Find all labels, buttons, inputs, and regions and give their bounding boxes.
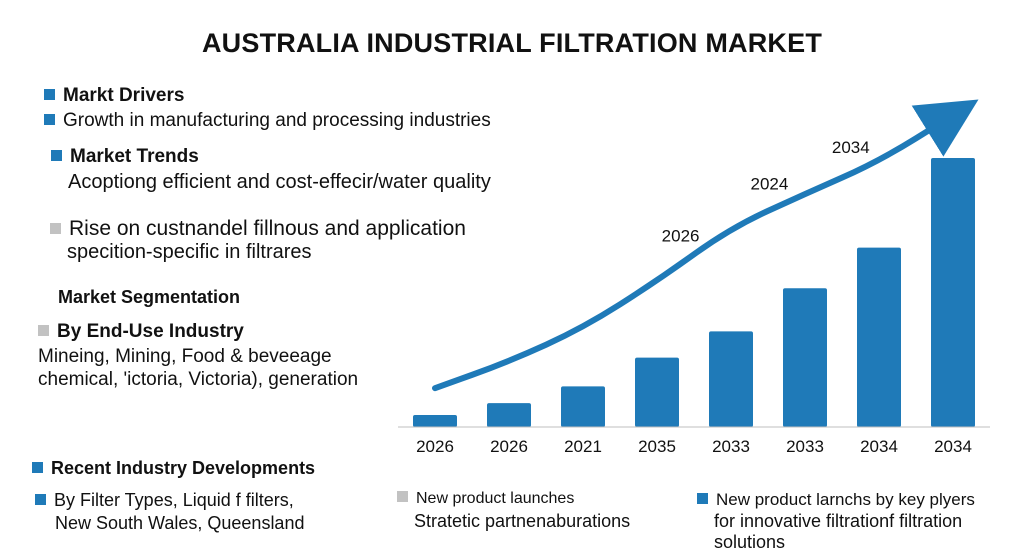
filter-types-line-2: New South Wales, Queensland	[55, 513, 305, 533]
key-players-line-1-text: New product larnchs by key plyers	[716, 490, 975, 509]
bar-6	[857, 247, 901, 427]
key-players-section: New product larnchs by key plyers for in…	[697, 490, 975, 553]
trends-heading-text: Market Trends	[70, 146, 199, 167]
bullet-square-icon	[38, 325, 49, 336]
page-title: AUSTRALIA INDUSTRIAL FILTRATION MARKET	[201, 28, 823, 58]
x-tick-label-0: 2026	[416, 437, 454, 456]
x-tick-label-2: 2021	[564, 437, 602, 456]
filter-types-line-1: By Filter Types, Liquid f filters,	[35, 490, 304, 511]
bullet-square-icon	[397, 491, 408, 502]
drivers-section: Markt Drivers Growth in manufacturing an…	[44, 85, 491, 132]
key-players-line-2: for innovative filtrationf filtration	[714, 511, 963, 531]
bar-5	[783, 288, 827, 427]
bullet-square-icon	[44, 89, 55, 100]
end-use-section: By End-Use Industry Mineing, Mining, Foo…	[38, 321, 358, 391]
filter-types-line-1-text: By Filter Types, Liquid f filters,	[54, 490, 294, 510]
segmentation-heading: Market Segmentation	[58, 287, 241, 307]
rise-line-1: Rise on custnandel fillnous and applicat…	[50, 217, 466, 241]
product-launch-line-1: New product launches	[397, 490, 630, 508]
rise-line-2: specition-specific in filtrares	[67, 241, 312, 263]
key-players-line-3: solutions	[714, 532, 786, 552]
x-tick-label-7: 2034	[934, 437, 972, 456]
bar-3	[635, 357, 679, 427]
bar-7	[931, 157, 975, 427]
x-tick-label-6: 2034	[860, 437, 898, 456]
bullet-square-icon	[51, 150, 62, 161]
product-launch-section: New product launches Stratetic partnenab…	[397, 490, 630, 532]
end-use-heading-text: By End-Use Industry	[57, 321, 244, 342]
bullet-square-icon	[44, 114, 55, 125]
trend-label-2: 2034	[832, 138, 870, 157]
x-tick-label-3: 2035	[638, 437, 676, 456]
bar-1	[487, 403, 531, 427]
x-tick-label-4: 2033	[712, 437, 750, 456]
bar-2	[561, 386, 605, 427]
bullet-square-icon	[32, 462, 43, 473]
recent-heading: Recent Industry Developments	[32, 458, 315, 479]
end-use-line-1: Mineing, Mining, Food & beveeage	[38, 346, 332, 367]
bar-0	[413, 415, 457, 427]
bars-layer	[413, 157, 975, 427]
recent-heading-text: Recent Industry Developments	[51, 458, 316, 478]
trend-arrow-line	[432, 99, 979, 392]
trend-layer: 2026 2024 2034	[432, 99, 979, 392]
drivers-heading-text: Markt Drivers	[63, 85, 185, 106]
x-tick-label-1: 2026	[490, 437, 528, 456]
drivers-item: Growth in manufacturing and processing i…	[44, 110, 491, 132]
trends-section: Market Trends Acoptiong efficient and co…	[51, 146, 491, 194]
end-use-line-2: chemical, 'ictoria, Victoria), generatio…	[38, 369, 359, 390]
rise-line-1-text: Rise on custnandel fillnous and applicat…	[69, 217, 466, 240]
end-use-heading: By End-Use Industry	[38, 321, 358, 343]
rise-section: Rise on custnandel fillnous and applicat…	[50, 217, 466, 264]
trends-heading: Market Trends	[51, 146, 491, 168]
x-tick-label-5: 2033	[786, 437, 824, 456]
bullet-square-icon	[697, 493, 708, 504]
trend-label-1: 2024	[750, 175, 788, 194]
drivers-heading: Markt Drivers	[44, 85, 491, 107]
trend-label-0: 2026	[662, 227, 700, 246]
bar-4	[709, 331, 753, 427]
key-players-line-1: New product larnchs by key plyers	[697, 490, 975, 510]
filter-types-section: By Filter Types, Liquid f filters, New S…	[35, 490, 304, 534]
product-launch-line-2: Stratetic partnenaburations	[414, 511, 631, 531]
trends-item: Acoptiong efficient and cost-effecir/wat…	[68, 171, 491, 193]
bullet-square-icon	[50, 223, 61, 234]
x-tick-labels: 2026 2026 2021 2035 2033 2033 2034 2034	[416, 437, 972, 456]
bullet-square-icon	[35, 494, 46, 505]
drivers-item-text: Growth in manufacturing and processing i…	[63, 110, 491, 131]
product-launch-line-1-text: New product launches	[416, 490, 575, 507]
